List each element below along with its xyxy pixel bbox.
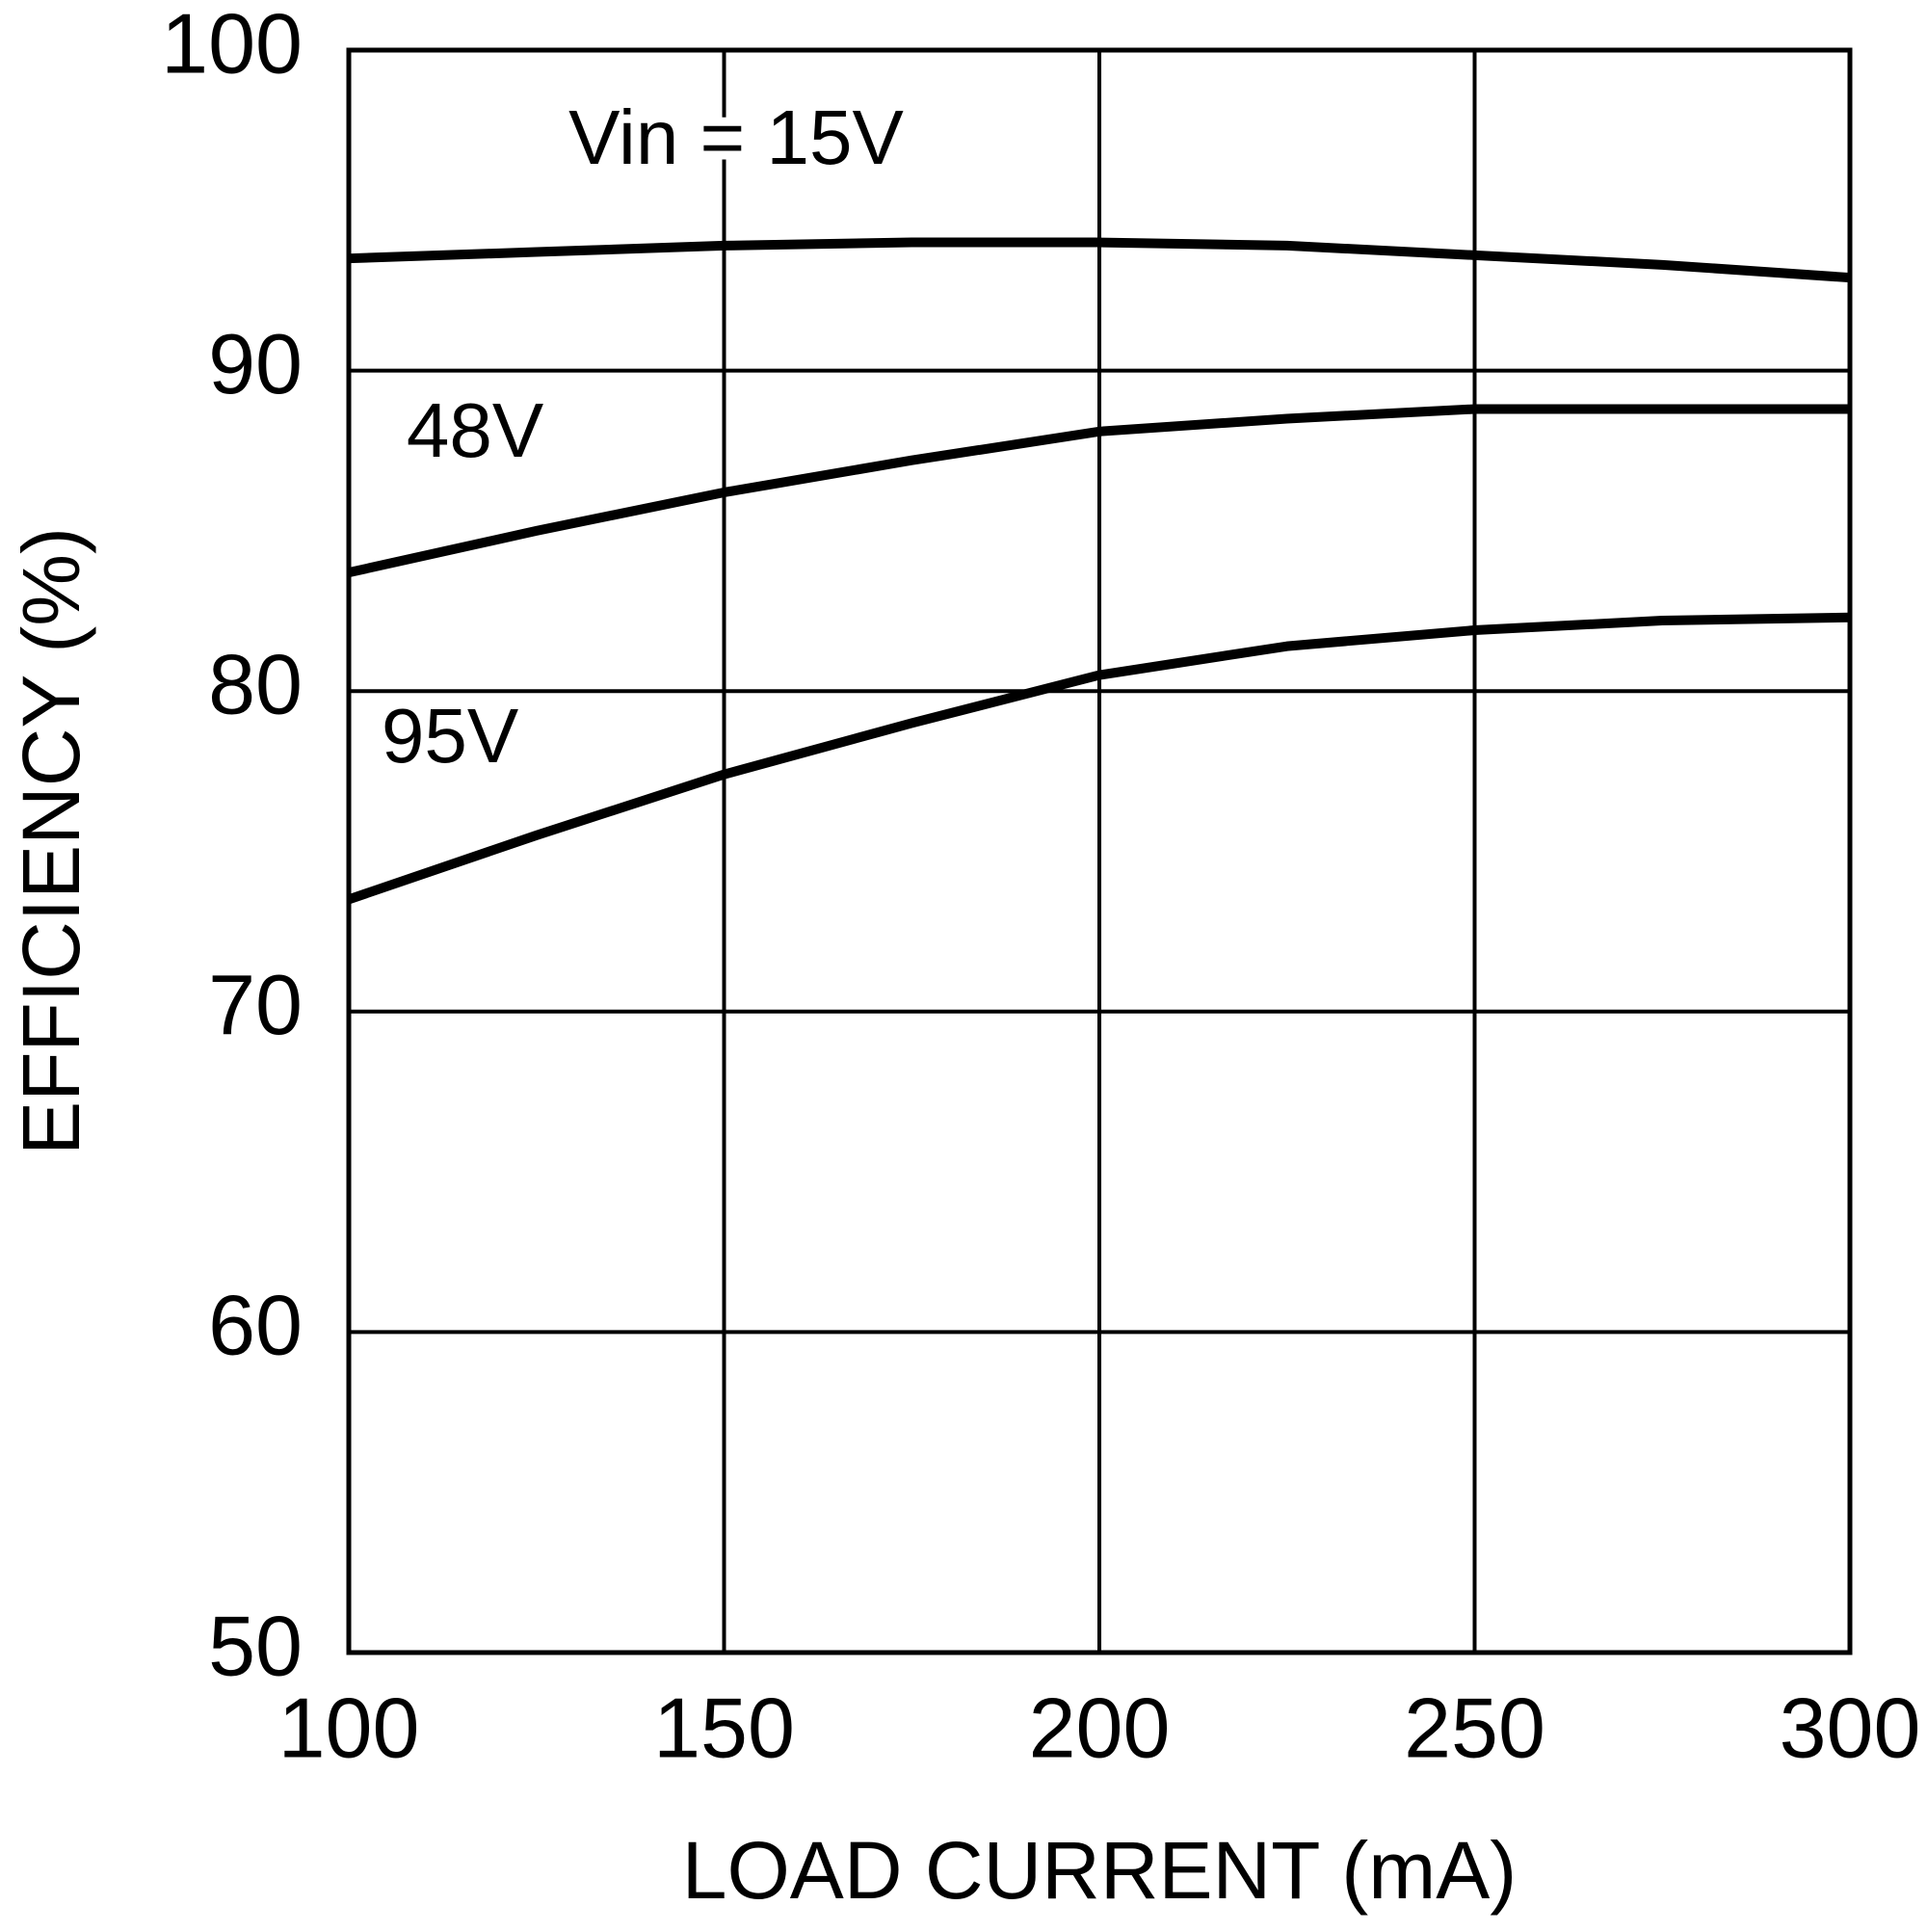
series-line <box>347 404 1850 578</box>
y-tick-label: 70 <box>208 957 303 1052</box>
x-tick-label: 200 <box>1029 1680 1171 1775</box>
y-tick-label: 50 <box>208 1598 303 1693</box>
y-tick-label: 90 <box>208 316 303 411</box>
x-tick-label: 300 <box>1780 1680 1921 1775</box>
y-tick-label: 80 <box>208 636 303 731</box>
series-line <box>347 612 1851 905</box>
series-label: 95V <box>382 693 519 779</box>
curves <box>347 237 1851 905</box>
x-tick-label: 250 <box>1404 1680 1545 1775</box>
series-label: Vin = 15V <box>568 94 904 180</box>
labels: 50 60 70 80 90 100 100 150 200 250 300 Vin = 15V 48V… <box>161 0 1920 1775</box>
series-line <box>348 237 1851 283</box>
grid <box>346 47 1853 1655</box>
y-tick-label: 100 <box>161 0 303 91</box>
y-tick-label: 60 <box>208 1278 303 1373</box>
x-tick-label: 150 <box>653 1680 795 1775</box>
plot-frame <box>346 47 1853 1655</box>
x-axis-title: LOAD CURRENT (mA) <box>682 1825 1518 1916</box>
series-label: 48V <box>407 387 544 473</box>
x-tick-label: 100 <box>278 1680 420 1775</box>
y-axis-title: EFFICIENCY (%) <box>6 527 96 1155</box>
